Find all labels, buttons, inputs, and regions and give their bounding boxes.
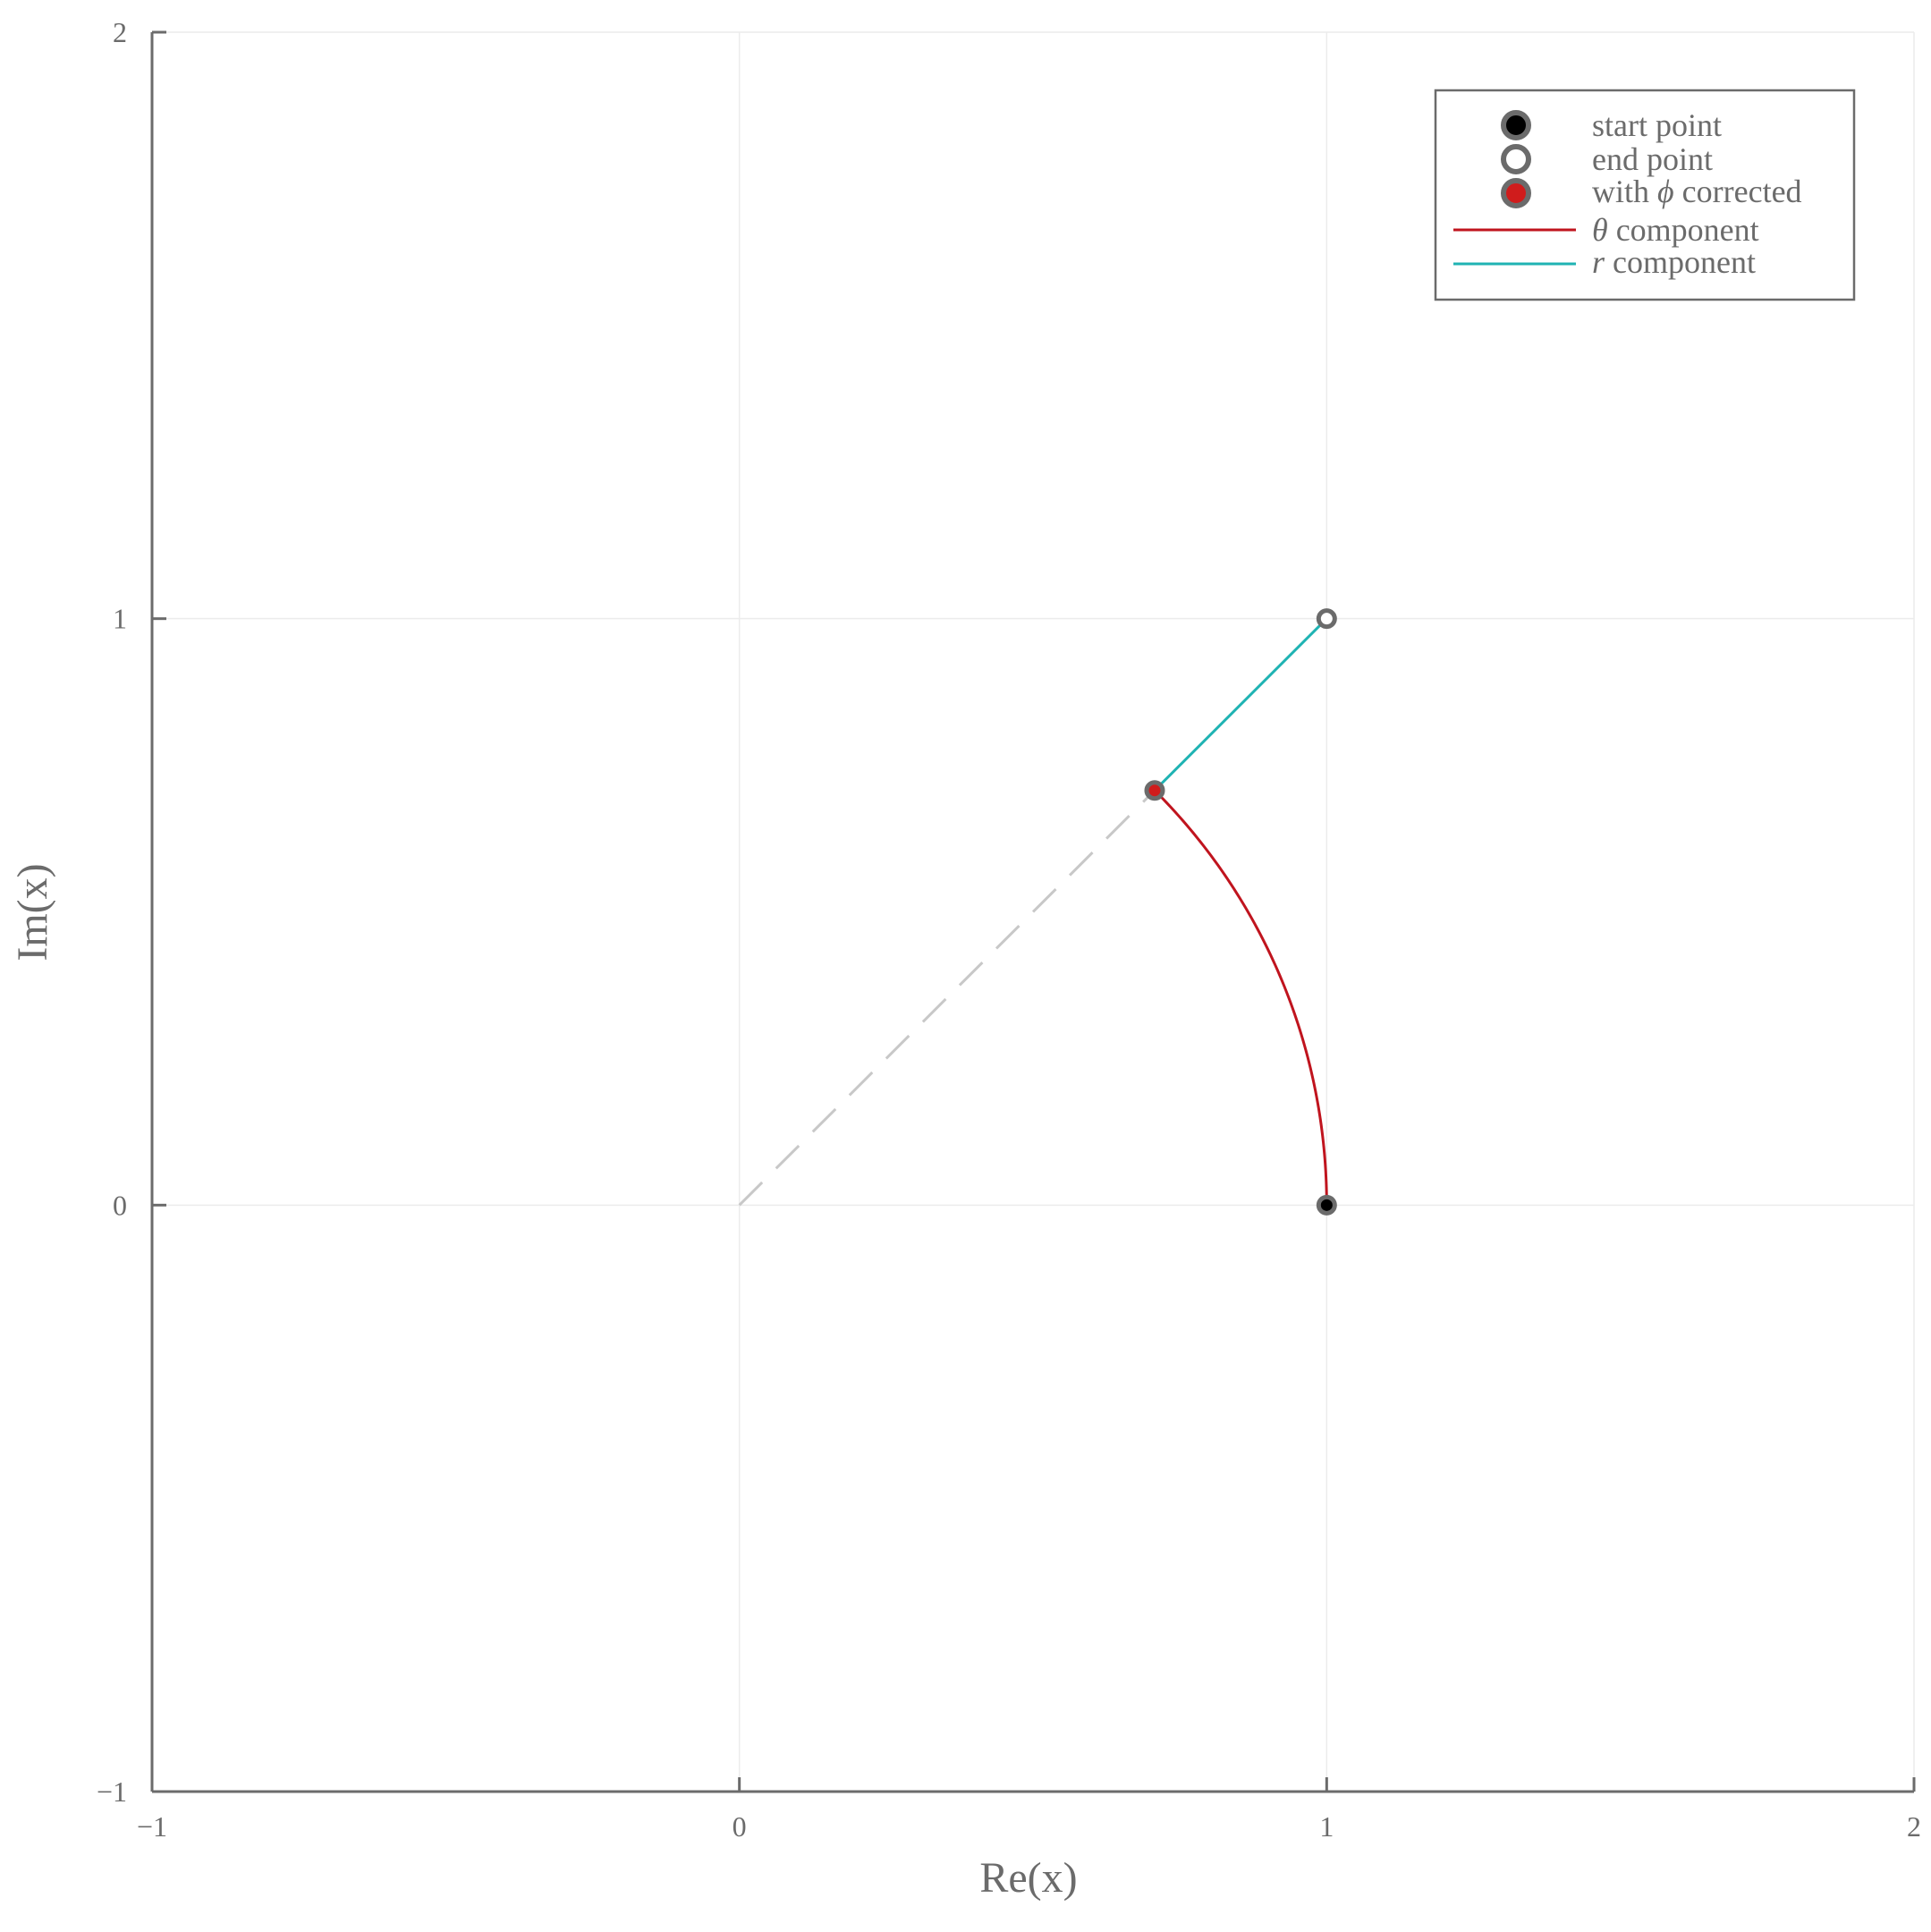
legend-label-end: end point: [1592, 141, 1713, 177]
x-tick-label: 2: [1907, 1810, 1921, 1843]
axes: [150, 30, 1916, 1793]
y-tick-label: −1: [97, 1775, 127, 1808]
start-point-marker: [1316, 1194, 1337, 1216]
legend-label-phi-prefix: with: [1592, 174, 1657, 209]
phi-corrected-marker: [1144, 780, 1165, 801]
legend-marker-phi: [1501, 178, 1531, 208]
data-series: [738, 617, 1328, 1207]
tick-labels: −1 0 1 2 −1 0 1 2: [97, 16, 1921, 1843]
x-tick-label: −1: [137, 1810, 167, 1843]
y-tick-label: 0: [113, 1189, 127, 1221]
legend-label-theta-suffix: component: [1608, 212, 1759, 248]
x-axis-title: Re(x): [979, 1854, 1077, 1902]
y-tick-label: 1: [113, 603, 127, 635]
x-tick-label: 1: [1319, 1810, 1334, 1843]
legend-label-r-symbol: r: [1592, 244, 1605, 280]
legend-label-phi: with ϕ corrected: [1592, 174, 1802, 209]
data-markers: [1144, 608, 1337, 1216]
legend-label-theta: θ component: [1592, 212, 1759, 248]
legend-marker-end: [1501, 144, 1531, 174]
legend-label-theta-symbol: θ: [1592, 212, 1608, 248]
end-point-marker: [1316, 608, 1337, 630]
x-tick-label: 0: [733, 1810, 747, 1843]
series-r-component: [1153, 617, 1328, 792]
legend-label-start: start point: [1592, 107, 1722, 143]
grid-lines: [152, 31, 1915, 1792]
legend-label-r-suffix: component: [1605, 244, 1756, 280]
y-tick-label: 2: [113, 16, 127, 48]
legend-marker-start: [1501, 110, 1531, 140]
y-axis-title: Im(x): [9, 863, 56, 961]
legend-label-phi-symbol: ϕ: [1657, 174, 1674, 209]
legend-label-r: r component: [1592, 244, 1756, 280]
series-dashed-ray: [738, 789, 1156, 1207]
legend: start point end point with ϕ corrected θ…: [1434, 89, 1856, 301]
legend-label-phi-suffix: corrected: [1674, 174, 1802, 209]
series-theta-component: [1153, 789, 1328, 1206]
